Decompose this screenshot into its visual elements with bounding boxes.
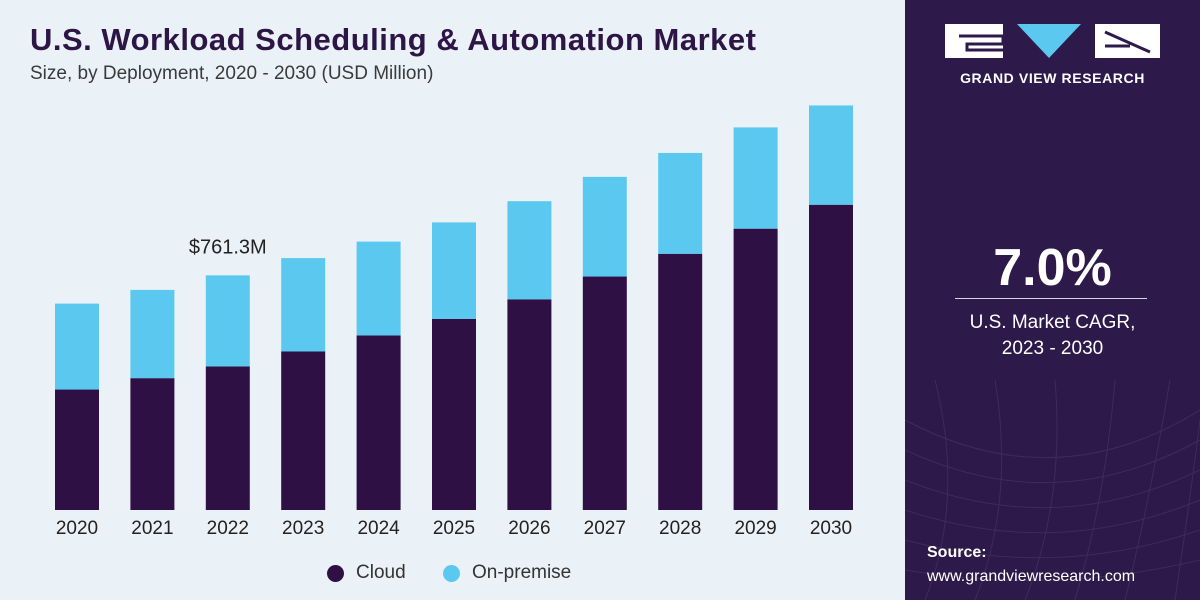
legend-label-cloud: Cloud [356, 562, 406, 583]
x-tick-label: 2026 [508, 518, 550, 539]
brand-name: GRAND VIEW RESEARCH [960, 70, 1145, 86]
sidebar-panel: GRAND VIEW RESEARCH 7.0% U.S. Market CAG… [905, 0, 1200, 600]
bar-cloud-2020 [55, 389, 99, 510]
bar-cloud-2028 [658, 253, 703, 510]
chart-subtitle: Size, by Deployment, 2020 - 2030 (USD Mi… [30, 63, 434, 84]
x-tick-label: 2024 [357, 518, 400, 539]
source-label: Source: [927, 544, 987, 561]
legend-swatch-cloud [327, 564, 344, 582]
cagr-label-line1: U.S. Market CAGR, [969, 312, 1136, 333]
bar-on-premise-2028 [658, 152, 703, 254]
x-tick-label: 2021 [131, 518, 173, 539]
bar-on-premise-2029 [733, 127, 778, 229]
bar-cloud-2022 [205, 366, 250, 510]
bar-on-premise-2027 [582, 176, 627, 277]
bar-on-premise-2024 [356, 241, 401, 336]
bar-cloud-2027 [582, 276, 627, 510]
source-url[interactable]: www.grandviewresearch.com [927, 568, 1136, 585]
x-tick-label: 2029 [734, 518, 776, 539]
cagr-divider [955, 298, 1147, 299]
bar-on-premise-2020 [55, 303, 99, 390]
bar-cloud-2023 [281, 351, 326, 510]
bar-cloud-2025 [432, 318, 476, 510]
data-label-annotation: $761.3M [189, 236, 267, 258]
cagr-value: 7.0% [993, 239, 1112, 297]
x-tick-label: 2025 [433, 518, 475, 539]
bar-cloud-2029 [733, 228, 778, 511]
bar-cloud-2030 [809, 204, 853, 511]
bar-on-premise-2025 [432, 222, 476, 319]
x-tick-label: 2022 [207, 518, 249, 539]
x-tick-label: 2023 [282, 518, 324, 539]
chart-panel: U.S. Workload Scheduling & Automation Ma… [30, 22, 853, 584]
legend-label-on-premise: On-premise [472, 562, 572, 583]
brand-logo [945, 24, 1160, 58]
bar-chart: 2020 2021 2022 $761.3M 2023 2024 2025 2026 2027 2… [55, 105, 853, 539]
legend-item-cloud: Cloud [327, 562, 406, 584]
grid-decoration [905, 380, 1200, 600]
legend-swatch-on-premise [443, 564, 460, 582]
bar-on-premise-2022 [205, 275, 250, 367]
x-tick-label: 2027 [584, 518, 626, 539]
cagr-label: U.S. Market CAGR, 2023 - 2030 [905, 310, 1200, 362]
bar-on-premise-2023 [281, 258, 326, 352]
bar-cloud-2024 [356, 335, 401, 510]
x-tick-label: 2028 [659, 518, 701, 539]
bar-on-premise-2021 [130, 289, 175, 379]
bar-on-premise-2030 [809, 105, 853, 205]
x-tick-label: 2020 [56, 518, 98, 539]
legend-item-on-premise: On-premise [443, 562, 571, 584]
bar-cloud-2026 [507, 299, 552, 510]
chart-title: U.S. Workload Scheduling & Automation Ma… [30, 22, 757, 57]
bar-on-premise-2026 [507, 201, 552, 300]
bar-cloud-2021 [130, 378, 175, 510]
x-tick-label: 2030 [810, 518, 852, 539]
cagr-label-line2: 2023 - 2030 [1001, 338, 1104, 359]
